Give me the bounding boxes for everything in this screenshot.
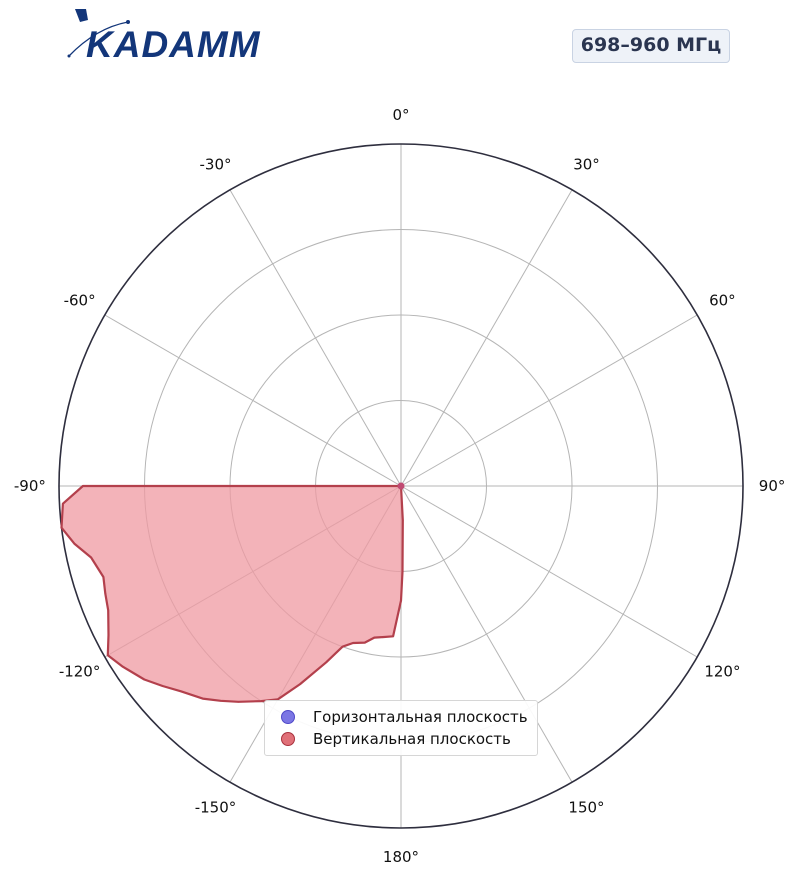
angle-tick-label-4: 120° [704, 663, 740, 681]
center-marker [397, 482, 405, 490]
angle-tick-label-7: -150° [195, 798, 237, 816]
series-point-1-7 [107, 609, 109, 612]
series-point-1-23 [364, 641, 366, 644]
angle-tick-label-2: 60° [709, 292, 736, 310]
angular-gridline-10 [104, 314, 402, 487]
series-point-1-6 [104, 592, 107, 595]
series-point-1-19 [299, 683, 301, 685]
series-point-1-29 [402, 519, 404, 521]
angular-gridline-11 [229, 189, 402, 487]
angular-gridline-1 [400, 189, 573, 487]
series-point-1-24 [373, 636, 376, 639]
series-point-1-28 [401, 570, 404, 573]
angular-gridline-4 [400, 485, 698, 658]
series-point-1-25 [381, 636, 384, 638]
series-point-1-8 [107, 634, 110, 636]
angular-gridline-5 [400, 485, 573, 783]
series-point-1-4 [90, 556, 92, 559]
series-point-1-15 [219, 700, 222, 702]
legend-label-vertical: Вертикальная плоскость [313, 730, 511, 748]
series-area-1 [61, 486, 403, 702]
series-point-1-0 [82, 485, 84, 487]
series-point-1-16 [237, 701, 240, 703]
legend-marker-horizontal [281, 710, 295, 724]
angle-tick-label-0: 0° [392, 106, 409, 124]
legend-item-vertical: Вертикальная плоскость [281, 728, 537, 750]
outer-ring [58, 143, 744, 829]
series-point-1-9 [107, 654, 109, 657]
series-point-1-13 [180, 690, 182, 693]
series-point-1-21 [341, 645, 344, 648]
series-point-1-12 [161, 685, 164, 687]
angle-tick-label-3: 90° [759, 477, 786, 495]
angle-tick-labels: 0° 30° 60° 90° 120° 150° 180° -150° -120° -90° -60… [14, 106, 785, 866]
legend: Горизонтальная плоскость Вертикальная пл… [264, 700, 538, 756]
legend-marker-vertical [281, 732, 295, 746]
series-point-1-17 [260, 700, 263, 702]
frequency-band-badge: 698–960 МГц [572, 29, 730, 63]
legend-item-horizontal: Горизонтальная плоскость [281, 706, 537, 728]
angle-tick-label-5: 150° [568, 798, 604, 816]
series-point-1-18 [277, 698, 279, 701]
series-point-1-3 [73, 542, 76, 545]
logo-text: KADAMM [86, 24, 261, 62]
pattern-layer [60, 482, 405, 703]
series-point-1-5 [102, 576, 105, 578]
series-point-1-14 [201, 697, 204, 700]
series-point-1-2 [60, 526, 63, 529]
angle-tick-label-8: -120° [59, 663, 101, 681]
series-point-1-22 [352, 642, 354, 644]
series-point-1-27 [400, 599, 402, 602]
angle-tick-label-9: -90° [14, 477, 46, 495]
angle-tick-label-1: 30° [573, 156, 600, 174]
angle-tick-label-6: 180° [383, 848, 419, 866]
legend-label-horizontal: Горизонтальная плоскость [313, 708, 528, 726]
brand-logo: KADAMM [66, 6, 266, 65]
series-point-1-10 [122, 665, 124, 668]
series-point-1-1 [62, 502, 64, 505]
series-point-1-20 [325, 661, 328, 664]
angle-tick-label-10: -60° [64, 292, 96, 310]
series-point-1-11 [143, 678, 146, 681]
angle-tick-label-11: -30° [200, 156, 232, 174]
series-line-1 [60, 484, 404, 703]
series-point-1-26 [392, 635, 394, 638]
angular-gridline-2 [400, 314, 698, 487]
